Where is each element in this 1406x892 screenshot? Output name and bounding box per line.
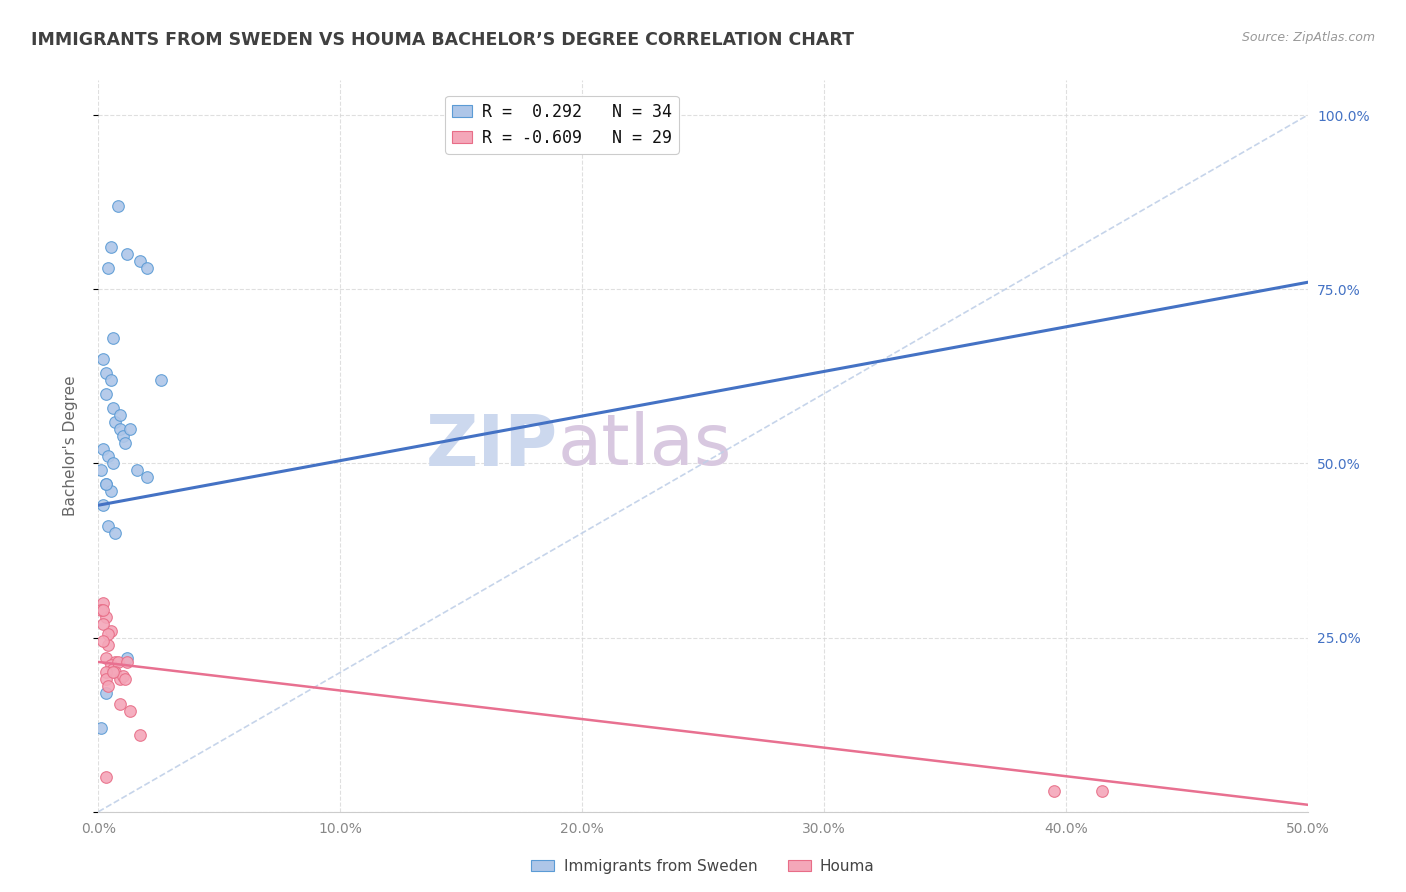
Point (108, 673, 131, 687)
Point (100, 373, 122, 387)
Point (118, 421, 141, 435)
Point (94, 651, 117, 665)
Text: Source: ZipAtlas.com: Source: ZipAtlas.com (1241, 31, 1375, 45)
Point (94, 366, 117, 380)
Point (90, 603, 112, 617)
Point (94, 686, 117, 700)
Text: ZIP: ZIP (426, 411, 558, 481)
Point (108, 421, 131, 435)
Point (111, 428, 134, 442)
Point (90, 721, 112, 735)
Point (127, 463, 149, 477)
Point (91, 603, 114, 617)
Point (91, 616, 114, 631)
Point (91, 498, 114, 512)
Point (107, 199, 129, 213)
Point (107, 655, 129, 669)
Point (94, 665, 117, 680)
Point (94, 477, 117, 491)
Point (104, 415, 127, 429)
Point (117, 651, 139, 665)
Legend: R =  0.292   N = 34, R = -0.609   N = 29: R = 0.292 N = 34, R = -0.609 N = 29 (446, 96, 679, 153)
Point (100, 240, 122, 254)
Point (117, 247, 139, 261)
Point (91, 442, 114, 457)
Point (114, 435, 136, 450)
Point (97, 627, 120, 641)
Point (94, 609, 117, 624)
Point (114, 673, 136, 687)
Point (91, 596, 114, 610)
Point (101, 331, 124, 345)
Point (104, 526, 127, 541)
Point (97, 261, 120, 276)
Point (108, 697, 131, 711)
Text: IMMIGRANTS FROM SWEDEN VS HOUMA BACHELOR’S DEGREE CORRELATION CHART: IMMIGRANTS FROM SWEDEN VS HOUMA BACHELOR… (31, 31, 853, 49)
Point (101, 401, 124, 415)
Point (101, 457, 124, 471)
Point (108, 408, 131, 422)
Point (90, 463, 112, 477)
Point (1091, 784, 1114, 798)
Point (104, 655, 127, 669)
Point (94, 477, 117, 491)
Point (118, 704, 141, 718)
Point (1042, 784, 1064, 798)
Point (91, 634, 114, 648)
Point (100, 658, 122, 673)
Point (100, 624, 122, 638)
Point (94, 673, 117, 687)
Y-axis label: Bachelor's Degree: Bachelor's Degree (63, 376, 77, 516)
Point (91, 351, 114, 366)
Point (100, 484, 122, 499)
Point (111, 669, 134, 683)
Point (97, 519, 120, 533)
Point (135, 470, 157, 484)
Point (101, 662, 124, 676)
Point (128, 254, 150, 268)
Point (135, 261, 157, 276)
Point (117, 655, 139, 669)
Legend: Immigrants from Sweden, Houma: Immigrants from Sweden, Houma (526, 853, 880, 880)
Point (104, 665, 127, 680)
Text: atlas: atlas (558, 411, 733, 481)
Point (94, 770, 117, 784)
Point (101, 665, 124, 680)
Point (150, 373, 173, 387)
Point (128, 728, 150, 742)
Point (97, 679, 120, 693)
Point (97, 450, 120, 464)
Point (94, 386, 117, 401)
Point (97, 638, 120, 652)
